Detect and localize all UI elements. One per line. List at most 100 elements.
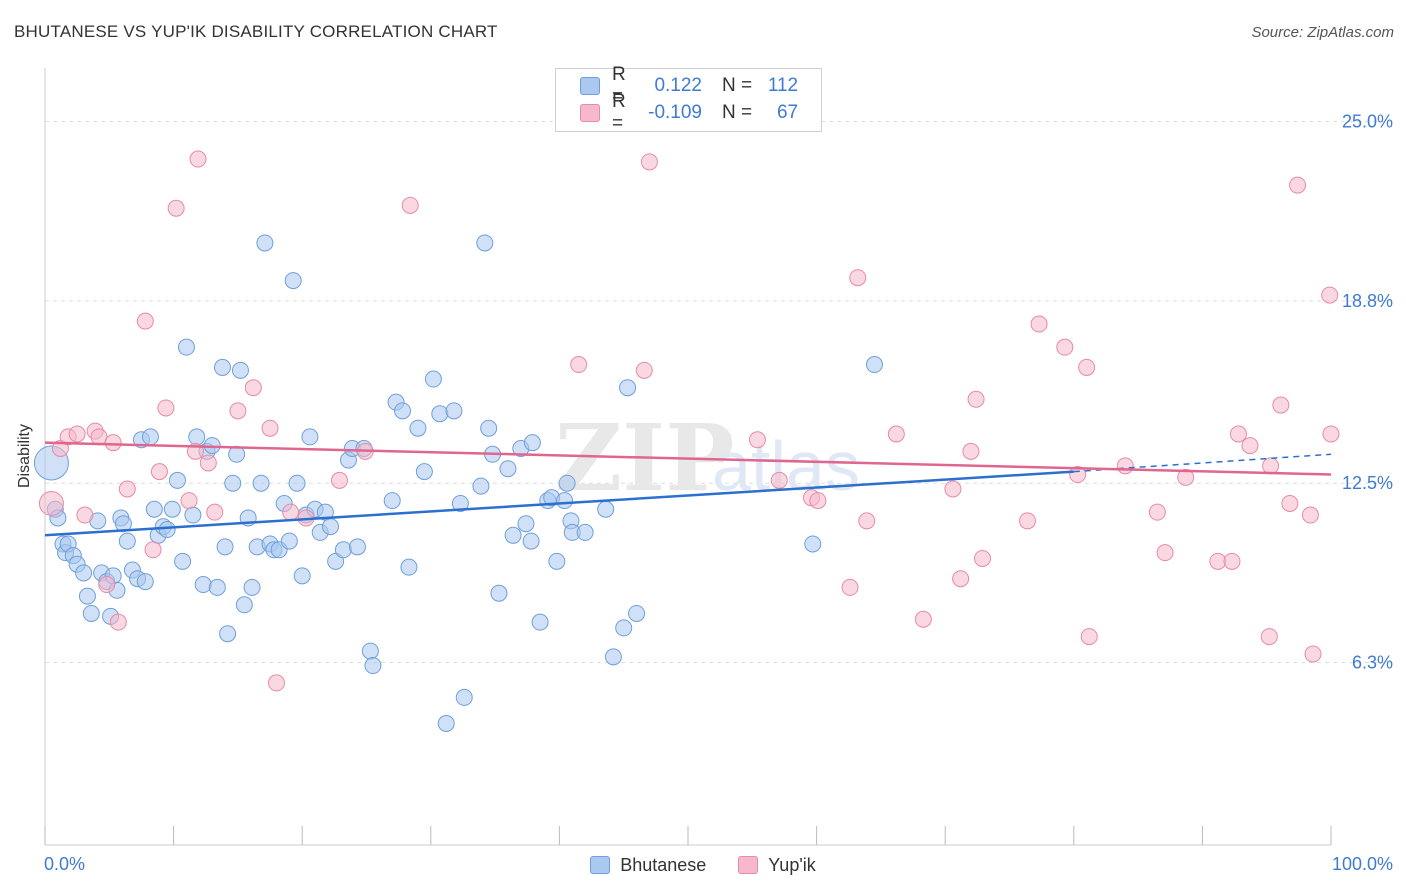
bhutanese-point [75, 564, 93, 582]
yupik-point [1148, 503, 1166, 521]
bhutanese-point [576, 523, 594, 541]
yupik-point [180, 492, 198, 510]
yupik-point [944, 480, 962, 498]
bhutanese-point [321, 518, 339, 536]
yupik-point [68, 425, 86, 443]
bhutanese-point [224, 474, 242, 492]
yupik-point [809, 492, 827, 510]
yupik-point [914, 610, 932, 628]
yupik-point [748, 431, 766, 449]
yupik-point [189, 150, 207, 168]
yupik-point [1056, 338, 1074, 356]
bhutanese-point [82, 604, 100, 622]
yupik-point [1301, 506, 1319, 524]
bhutanese-point [394, 402, 412, 420]
bhutanese-point [348, 538, 366, 556]
n-label: N = [722, 102, 753, 123]
yupik-point [109, 613, 127, 631]
yupik-point [1262, 457, 1280, 475]
stats-row-yupik: R = -0.109 N = 67 [580, 91, 799, 134]
bhutanese-point [364, 657, 382, 675]
bhutanese-point [208, 578, 226, 596]
bhutanese-point [615, 619, 633, 637]
yupik-point [967, 390, 985, 408]
tick-labels: 6.3% 12.5% 18.8% 25.0% 0.0% 100.0% [44, 111, 1393, 874]
yupik-point [1177, 468, 1195, 486]
y-tick-label: 6.3% [1352, 653, 1393, 673]
bhutanese-point [288, 474, 306, 492]
y-tick-label: 25.0% [1342, 111, 1393, 131]
yupik-point [887, 425, 905, 443]
yupik-point [229, 402, 247, 420]
bhutanese-point [558, 474, 576, 492]
bhutanese-swatch-icon [580, 77, 600, 95]
legend-item-bhutanese[interactable]: Bhutanese [590, 855, 706, 876]
r-value: -0.109 [648, 102, 702, 123]
series-bhutanese [33, 234, 883, 732]
bhutanese-point [472, 477, 490, 495]
yupik-point [635, 361, 653, 379]
yupik-point [98, 576, 116, 594]
n-label: N = [722, 75, 753, 96]
yupik-point [1289, 176, 1307, 194]
yupik-point [244, 379, 262, 397]
yupik-point [849, 269, 867, 287]
bhutanese-point [188, 428, 206, 446]
bhutanese-point [455, 688, 473, 706]
bhutanese-point [804, 535, 822, 553]
yupik-point [267, 674, 285, 692]
y-tick-label: 18.8% [1342, 291, 1393, 311]
bhutanese-point [284, 272, 302, 290]
bhutanese-point [174, 552, 192, 570]
bhutanese-point [219, 625, 237, 643]
yupik-point [104, 434, 122, 452]
bhutanese-point [383, 492, 401, 510]
y-tick-label: 12.5% [1342, 473, 1393, 493]
yupik-swatch-icon [738, 856, 759, 874]
bhutanese-point [522, 532, 540, 550]
bhutanese-point [604, 648, 622, 666]
chart-title: BHUTANESE VS YUP'IK DISABILITY CORRELATI… [14, 22, 498, 41]
bhutanese-point [177, 338, 195, 356]
yupik-point [1019, 512, 1037, 530]
bhutanese-point [280, 532, 298, 550]
bhutanese-point [231, 361, 249, 379]
bhutanese-point [361, 642, 379, 660]
yupik-point [570, 356, 588, 374]
bhutanese-point [163, 500, 181, 518]
yupik-point [1078, 358, 1096, 376]
bhutanese-point [114, 515, 132, 533]
bhutanese-point [451, 494, 469, 512]
bhutanese-point [619, 379, 637, 397]
bhutanese-point [490, 584, 508, 602]
yupik-point [1281, 494, 1299, 512]
x-tick-label: 0.0% [44, 854, 85, 874]
yupik-point [1156, 544, 1174, 562]
bhutanese-point [523, 434, 541, 452]
r-value: 0.122 [654, 75, 702, 96]
series-legend: Bhutanese Yup'ik [0, 852, 1406, 878]
yupik-point [118, 480, 136, 498]
yupik-point [962, 442, 980, 460]
stats-row-bhutanese: R = 0.122 N = 112 [580, 64, 799, 107]
r-label: R = [612, 91, 626, 134]
bhutanese-trend-extension [1073, 453, 1332, 473]
yupik-trend-line [44, 441, 1332, 476]
yupik-point [1321, 286, 1339, 304]
r-label: R = [612, 64, 626, 107]
n-value: 67 [776, 102, 799, 123]
legend-item-yupik[interactable]: Yup'ik [738, 855, 816, 876]
stats-legend: R = 0.122 N = 112 R = -0.109 N = 67 [555, 64, 822, 134]
bhutanese-point [334, 541, 352, 559]
bhutanese-point [252, 474, 270, 492]
yupik-point [973, 549, 991, 567]
n-value: 112 [767, 75, 799, 96]
bhutanese-point [424, 370, 442, 388]
yupik-point [1229, 425, 1247, 443]
bhutanese-point [301, 428, 319, 446]
yupik-point [38, 490, 64, 516]
yupik-point [770, 471, 788, 489]
yupik-point [90, 428, 108, 446]
bhutanese-point [136, 573, 154, 591]
